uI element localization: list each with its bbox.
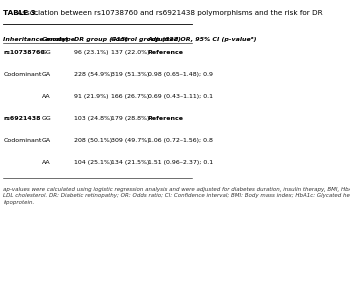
Text: Reference: Reference	[148, 116, 184, 121]
Text: rs6921438: rs6921438	[3, 116, 41, 121]
Text: Genotype: Genotype	[42, 37, 76, 42]
Text: Association between rs10738760 and rs6921438 polymorphisms and the risk for DR: Association between rs10738760 and rs692…	[15, 10, 323, 16]
Text: GG: GG	[42, 116, 51, 121]
Text: 208 (50.1%): 208 (50.1%)	[75, 137, 113, 143]
Text: GA: GA	[42, 71, 51, 77]
Text: AA: AA	[42, 94, 50, 98]
Text: 179 (28.8%): 179 (28.8%)	[111, 116, 149, 121]
Text: AA: AA	[42, 160, 50, 164]
Text: Reference: Reference	[148, 50, 184, 55]
Text: 1.51 (0.96–2.37); 0.1: 1.51 (0.96–2.37); 0.1	[148, 160, 213, 164]
Text: 103 (24.8%): 103 (24.8%)	[75, 116, 113, 121]
Text: ap-values were calculated using logistic regression analysis and were adjusted f: ap-values were calculated using logistic…	[3, 187, 350, 205]
Text: rs10738760: rs10738760	[3, 50, 45, 55]
Text: 1.06 (0.72–1.56); 0.8: 1.06 (0.72–1.56); 0.8	[148, 137, 212, 143]
Text: 309 (49.7%): 309 (49.7%)	[111, 137, 150, 143]
Text: 137 (22.0%): 137 (22.0%)	[111, 50, 149, 55]
Text: 134 (21.5%): 134 (21.5%)	[111, 160, 149, 164]
Text: 319 (51.3%): 319 (51.3%)	[111, 71, 149, 77]
Text: 0.69 (0.43–1.11); 0.1: 0.69 (0.43–1.11); 0.1	[148, 94, 212, 98]
Text: 96 (23.1%): 96 (23.1%)	[75, 50, 109, 55]
Text: 91 (21.9%): 91 (21.9%)	[75, 94, 109, 98]
Text: Inheritance model: Inheritance model	[3, 37, 68, 42]
Text: DR group (415): DR group (415)	[75, 37, 128, 42]
Text: Control group (622): Control group (622)	[111, 37, 181, 42]
Text: Adjusted OR, 95% CI (p-valueᵃ): Adjusted OR, 95% CI (p-valueᵃ)	[148, 37, 257, 42]
Text: 104 (25.1%): 104 (25.1%)	[75, 160, 113, 164]
Text: 166 (26.7%): 166 (26.7%)	[111, 94, 149, 98]
Text: GA: GA	[42, 137, 51, 143]
Text: 228 (54.9%): 228 (54.9%)	[75, 71, 113, 77]
Text: Codominant: Codominant	[3, 71, 42, 77]
Text: 0.98 (0.65–1.48); 0.9: 0.98 (0.65–1.48); 0.9	[148, 71, 212, 77]
Text: Codominant: Codominant	[3, 137, 42, 143]
Text: TABLE 3.: TABLE 3.	[3, 10, 39, 16]
Text: GG: GG	[42, 50, 51, 55]
